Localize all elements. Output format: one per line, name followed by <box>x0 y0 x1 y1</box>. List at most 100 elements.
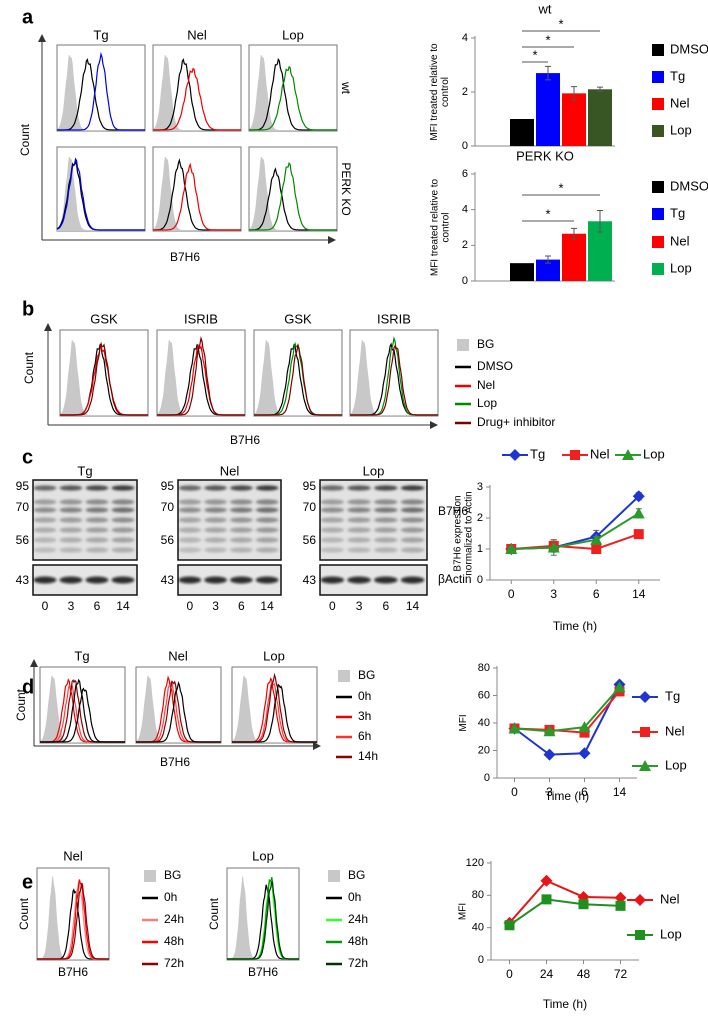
blot-band <box>255 547 279 553</box>
y-tick-label: 0 <box>477 574 483 586</box>
lane-label: 14 <box>260 599 274 613</box>
legend-swatch <box>652 98 664 110</box>
y-tick-label: 0 <box>478 954 484 966</box>
lane-label: 6 <box>94 599 101 613</box>
y-axis-title-text: MFI treated relative to control <box>429 43 451 141</box>
legend-swatch <box>652 208 664 220</box>
significance-label: * <box>545 32 550 47</box>
legend-swatch <box>652 236 664 248</box>
legend-label: Lop <box>670 260 692 275</box>
x-axis-title: B7H6 <box>248 965 278 979</box>
y-tick-label: 2 <box>462 239 468 251</box>
blot-band <box>400 485 425 491</box>
marker-label: 56 <box>161 533 175 547</box>
marker-label: 56 <box>303 533 317 547</box>
legend-label: DMSO <box>477 359 513 373</box>
blot-band <box>33 485 57 491</box>
blot-band <box>111 485 135 491</box>
legend-label: 72h <box>164 956 184 970</box>
y-tick-label: 2 <box>462 86 468 98</box>
histogram-curve <box>249 161 337 231</box>
legend-label: 14h <box>358 749 378 763</box>
bar <box>510 119 534 146</box>
column-label: Nel <box>168 648 188 663</box>
legend-label: Tg <box>670 205 685 220</box>
histogram-curve <box>157 336 245 416</box>
column-label: Tg <box>74 648 89 663</box>
blot-band <box>347 485 371 491</box>
blot-band <box>204 499 227 505</box>
marker-label: 70 <box>16 500 30 514</box>
legend-marker <box>639 691 651 703</box>
blot-band <box>320 499 345 505</box>
legend-marker <box>634 894 646 906</box>
legend-label: Drug+ inhibitor <box>477 415 555 429</box>
blot-band <box>320 576 345 584</box>
x-axis-title: Time (h) <box>553 619 597 633</box>
background-histogram <box>157 340 245 416</box>
bar <box>562 233 586 281</box>
blot-band <box>85 499 109 505</box>
significance-label: * <box>545 206 550 221</box>
blot-band <box>85 527 109 533</box>
legend-label: Lop <box>670 122 692 137</box>
y-tick-label: 1 <box>477 543 483 555</box>
legend-label: 3h <box>358 709 371 723</box>
bar <box>510 263 534 281</box>
blot-band <box>400 507 425 513</box>
x-tick-label: 6 <box>581 785 588 799</box>
blot-band <box>320 527 345 533</box>
legend-label: Lop <box>660 926 682 941</box>
blot-band <box>33 547 57 553</box>
y-tick-label: 3 <box>477 481 483 493</box>
x-tick-label: 3 <box>550 587 557 601</box>
y-axis-title: Count <box>207 897 221 930</box>
y-tick-label: 20 <box>478 744 490 756</box>
blot-band <box>400 527 425 533</box>
lane-label: 0 <box>187 599 194 613</box>
blot-band <box>230 507 253 513</box>
blot-title: Tg <box>77 463 92 478</box>
point <box>578 721 591 733</box>
background-histogram <box>254 340 342 416</box>
legend-label: Tg <box>530 446 545 461</box>
legend-label: 72h <box>348 956 368 970</box>
legend-swatch <box>328 870 340 882</box>
x-axis-title: B7H6 <box>58 965 88 979</box>
legend-swatch <box>457 339 469 351</box>
blot-band <box>59 485 83 491</box>
blot-band <box>374 527 398 533</box>
marker-label: 95 <box>16 479 30 493</box>
point <box>547 541 560 553</box>
legend-label: DMSO <box>670 41 708 56</box>
blot-band <box>111 507 135 513</box>
bar <box>536 259 560 281</box>
background-histogram <box>227 876 299 960</box>
line <box>513 684 621 756</box>
significance-label: * <box>532 47 537 62</box>
error-bar <box>571 227 577 240</box>
legend-label: Nel <box>590 446 610 461</box>
blot-band <box>400 547 425 553</box>
point <box>543 725 556 737</box>
blot-top <box>319 479 428 561</box>
blot-band <box>59 527 83 533</box>
y-axis-title-text: MFI treated relative to control <box>429 178 451 277</box>
blot-band <box>178 537 202 543</box>
column-label: GSK <box>284 311 312 326</box>
point <box>632 507 645 519</box>
point <box>578 899 589 910</box>
legend-swatch <box>652 181 664 193</box>
blot-band <box>255 576 279 584</box>
y-tick-label: 80 <box>472 889 484 901</box>
histogram-curve <box>227 881 299 960</box>
column-label: Nel <box>187 27 207 42</box>
line <box>511 512 640 550</box>
blot-band <box>400 517 425 523</box>
histogram-curve <box>37 882 109 960</box>
point <box>543 748 556 761</box>
panel-letter: b <box>22 298 34 320</box>
blot-band <box>33 499 57 505</box>
